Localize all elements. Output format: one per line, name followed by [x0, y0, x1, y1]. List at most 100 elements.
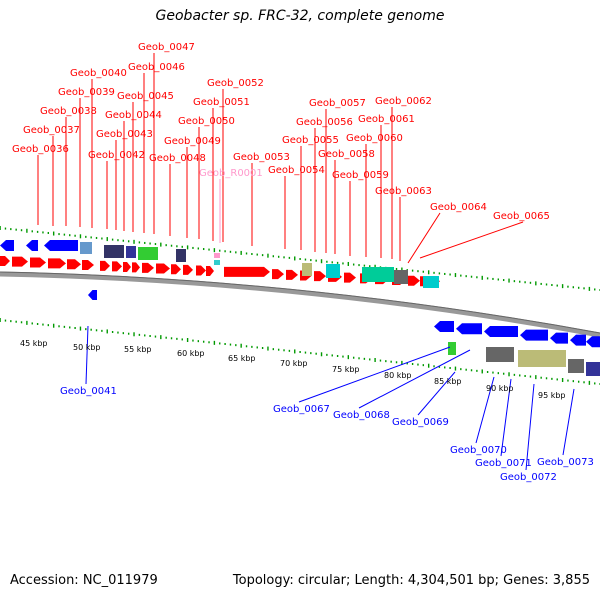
upper-tick: [594, 288, 596, 291]
forward-gene-arrow: [48, 258, 66, 269]
upper-tick: [476, 276, 478, 279]
lower-tick: [176, 337, 178, 340]
lower-tick: [444, 366, 446, 369]
lower-tick: [406, 362, 408, 365]
kbp-layer: 45 kbp 50 kbp 55 kbp 60 kbp 65 kbp 70 kbp 75 k…: [20, 339, 566, 400]
lower-tick: [117, 331, 119, 334]
forward-gene-arrow: [171, 264, 181, 275]
feature-box: [138, 247, 158, 260]
upper-tick: [288, 256, 291, 259]
gene-label-geob_0069: Geob_0069: [392, 417, 449, 428]
lower-tick: [363, 357, 366, 360]
upper-tick: [208, 248, 210, 251]
lower-tick: [85, 328, 87, 331]
forward-gene-arrow: [196, 265, 206, 276]
reverse-gene-arrow: [456, 323, 482, 335]
lower-tick: [519, 374, 521, 377]
upper-tick: [433, 271, 435, 274]
lower-tick: [144, 334, 146, 337]
upper-tick: [502, 279, 505, 282]
gene-label-geob_0047: Geob_0047: [138, 42, 195, 53]
gene-label-geob_0044: Geob_0044: [105, 110, 162, 121]
lower-tick: [224, 343, 226, 345]
gene-label-geob_0071: Geob_0071: [475, 458, 532, 469]
lower-tick: [47, 324, 50, 327]
lower-tick: [138, 333, 141, 336]
lower-tick: [572, 380, 575, 383]
upper-tick: [572, 286, 575, 289]
upper-tick: [47, 231, 50, 234]
feature-box: [448, 342, 456, 355]
lower-tick: [288, 349, 291, 352]
lower-tick: [26, 320, 28, 325]
leader-layer: [37, 53, 575, 471]
gene-label-geob_0060: Geob_0060: [346, 133, 403, 144]
leader-line: [419, 221, 524, 259]
reverse-gene-arrow: [26, 240, 38, 251]
lower-tick: [219, 342, 221, 345]
lower-tick: [127, 332, 130, 335]
lower-tick: [154, 335, 157, 338]
upper-tick: [310, 259, 312, 262]
upper-tick: [138, 241, 141, 244]
reverse-gene-arrow: [520, 329, 548, 341]
upper-tick: [144, 241, 146, 244]
lower-tick: [186, 338, 189, 342]
upper-tick: [320, 259, 323, 264]
forward-gene-arrow: [67, 259, 81, 270]
lower-tick: [476, 369, 478, 372]
lower-tick: [551, 377, 553, 380]
feature-box: [486, 347, 514, 362]
lower-tick: [283, 349, 285, 352]
lower-tick: [502, 372, 505, 375]
upper-tick: [63, 233, 66, 236]
kbp-tick-label: 85 kbp: [434, 377, 462, 386]
gene-label-geob_0041: Geob_0041: [60, 386, 117, 397]
lower-tick: [556, 378, 558, 381]
upper-tick: [519, 280, 521, 283]
lower-tick: [460, 368, 462, 371]
upper-tick: [535, 281, 537, 286]
upper-tick: [470, 275, 473, 278]
label-layer: Geob_0036Geob_0037Geob_0038Geob_0039Geob…: [12, 42, 594, 483]
lower-tick: [492, 371, 494, 374]
lower-tick: [545, 377, 548, 380]
upper-tick: [363, 264, 366, 267]
upper-tick: [251, 253, 253, 256]
lower-tick: [481, 369, 483, 374]
forward-gene-arrow: [272, 269, 284, 280]
upper-tick: [10, 228, 12, 231]
lower-tick: [277, 348, 280, 351]
upper-tick: [176, 245, 178, 248]
lower-tick: [160, 335, 162, 340]
upper-tick: [122, 239, 125, 242]
gene-label-geob_0037: Geob_0037: [23, 125, 80, 136]
forward-gene-arrow: [30, 257, 46, 268]
upper-tick: [58, 233, 60, 236]
reverse-gene-arrow: [484, 326, 518, 337]
leader-line: [358, 349, 471, 409]
upper-tick: [154, 243, 157, 246]
reverse-gene-arrow: [550, 332, 568, 344]
lower-tick: [449, 367, 451, 369]
upper-tick: [31, 230, 33, 233]
upper-tick: [331, 261, 333, 264]
gene-label-geob_0059: Geob_0059: [332, 170, 389, 181]
lower-tick: [540, 376, 542, 379]
lower-tick: [36, 323, 39, 325]
lower-tick: [385, 360, 387, 363]
lower-tick: [583, 381, 585, 384]
forward-gene-arrow: [156, 263, 170, 274]
upper-tick: [492, 277, 494, 280]
lower-tick: [31, 322, 33, 325]
upper-tick: [588, 286, 591, 291]
feature-box: [326, 264, 340, 278]
upper-tick: [449, 273, 451, 276]
upper-tick: [229, 250, 232, 253]
feature-box: [214, 260, 220, 265]
lower-tick: [122, 332, 125, 335]
gene-label-geob_0063: Geob_0063: [375, 186, 432, 197]
upper-tick: [20, 229, 23, 232]
forward-gene-arrow: [100, 260, 110, 271]
